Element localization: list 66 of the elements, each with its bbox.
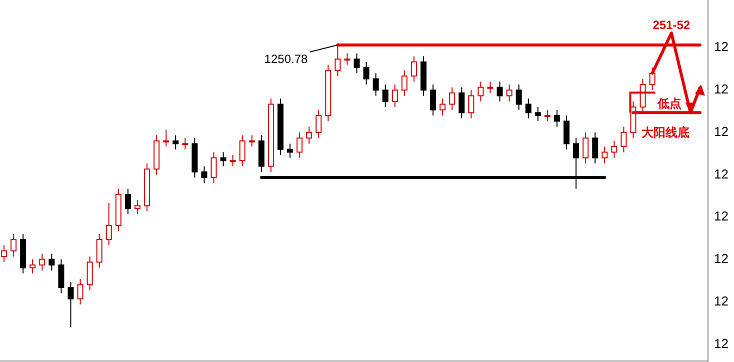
candlestick — [620, 126, 627, 153]
text: 12 — [714, 294, 728, 309]
candlestick — [487, 81, 494, 94]
candlestick — [354, 52, 360, 74]
candlestick — [602, 146, 608, 164]
candlestick — [506, 84, 512, 102]
candlestick — [449, 86, 456, 110]
candlestick — [430, 84, 436, 116]
annotation: 1250.78 — [264, 52, 308, 66]
candlestick — [525, 98, 532, 119]
text: 12 — [714, 251, 728, 266]
candlestick — [248, 134, 255, 148]
candlestick — [30, 258, 36, 274]
candlestick — [592, 132, 598, 164]
annotation: 大阳线底 — [641, 126, 690, 140]
text: 12 — [714, 81, 728, 96]
candlestick — [478, 81, 484, 102]
candlestick — [296, 132, 303, 158]
candlestick — [401, 70, 408, 96]
candlestick — [458, 86, 465, 119]
candlestick — [440, 98, 446, 116]
candlestick — [39, 253, 46, 272]
text: 251-52 — [652, 18, 690, 32]
candlestick — [1, 244, 7, 263]
candlestick — [316, 109, 322, 139]
candlestick — [77, 278, 84, 305]
candlestick — [239, 134, 246, 167]
candlestick — [392, 84, 398, 108]
text: 12 — [714, 336, 728, 351]
candlestick — [287, 143, 294, 158]
candlestick — [124, 188, 131, 215]
candlestick — [182, 138, 188, 150]
candlestick — [201, 166, 208, 184]
candlestick — [582, 132, 589, 164]
candlestick — [48, 253, 55, 272]
candlestick — [68, 281, 74, 328]
candlestick — [382, 84, 388, 108]
candlestick — [496, 81, 503, 102]
candlestick — [134, 200, 140, 215]
candlestick — [363, 61, 370, 85]
candlestick — [86, 256, 93, 291]
candlestick — [220, 152, 226, 167]
candlestick — [468, 90, 474, 119]
candlestick — [554, 109, 560, 128]
text: 12 — [714, 124, 728, 139]
candlestick — [344, 52, 350, 66]
candlestick — [564, 115, 570, 150]
text: 12 — [714, 39, 728, 54]
candlestick — [372, 72, 379, 96]
candlestick — [534, 106, 541, 122]
candlestick — [58, 258, 64, 294]
candlestick — [611, 140, 618, 158]
text: 12 — [714, 208, 728, 224]
text: 12 — [714, 166, 728, 182]
annotation: 低点 — [656, 96, 682, 111]
candlestick — [172, 134, 179, 150]
candlestick — [10, 233, 17, 257]
candlestick — [306, 126, 312, 144]
candlestick — [210, 152, 217, 184]
candlestick — [163, 129, 170, 148]
candlestick — [96, 233, 102, 268]
candlestick — [516, 84, 522, 110]
candlestick — [410, 56, 417, 82]
candlestick — [544, 109, 550, 122]
candlestick — [106, 202, 112, 246]
candlestick — [230, 154, 236, 167]
